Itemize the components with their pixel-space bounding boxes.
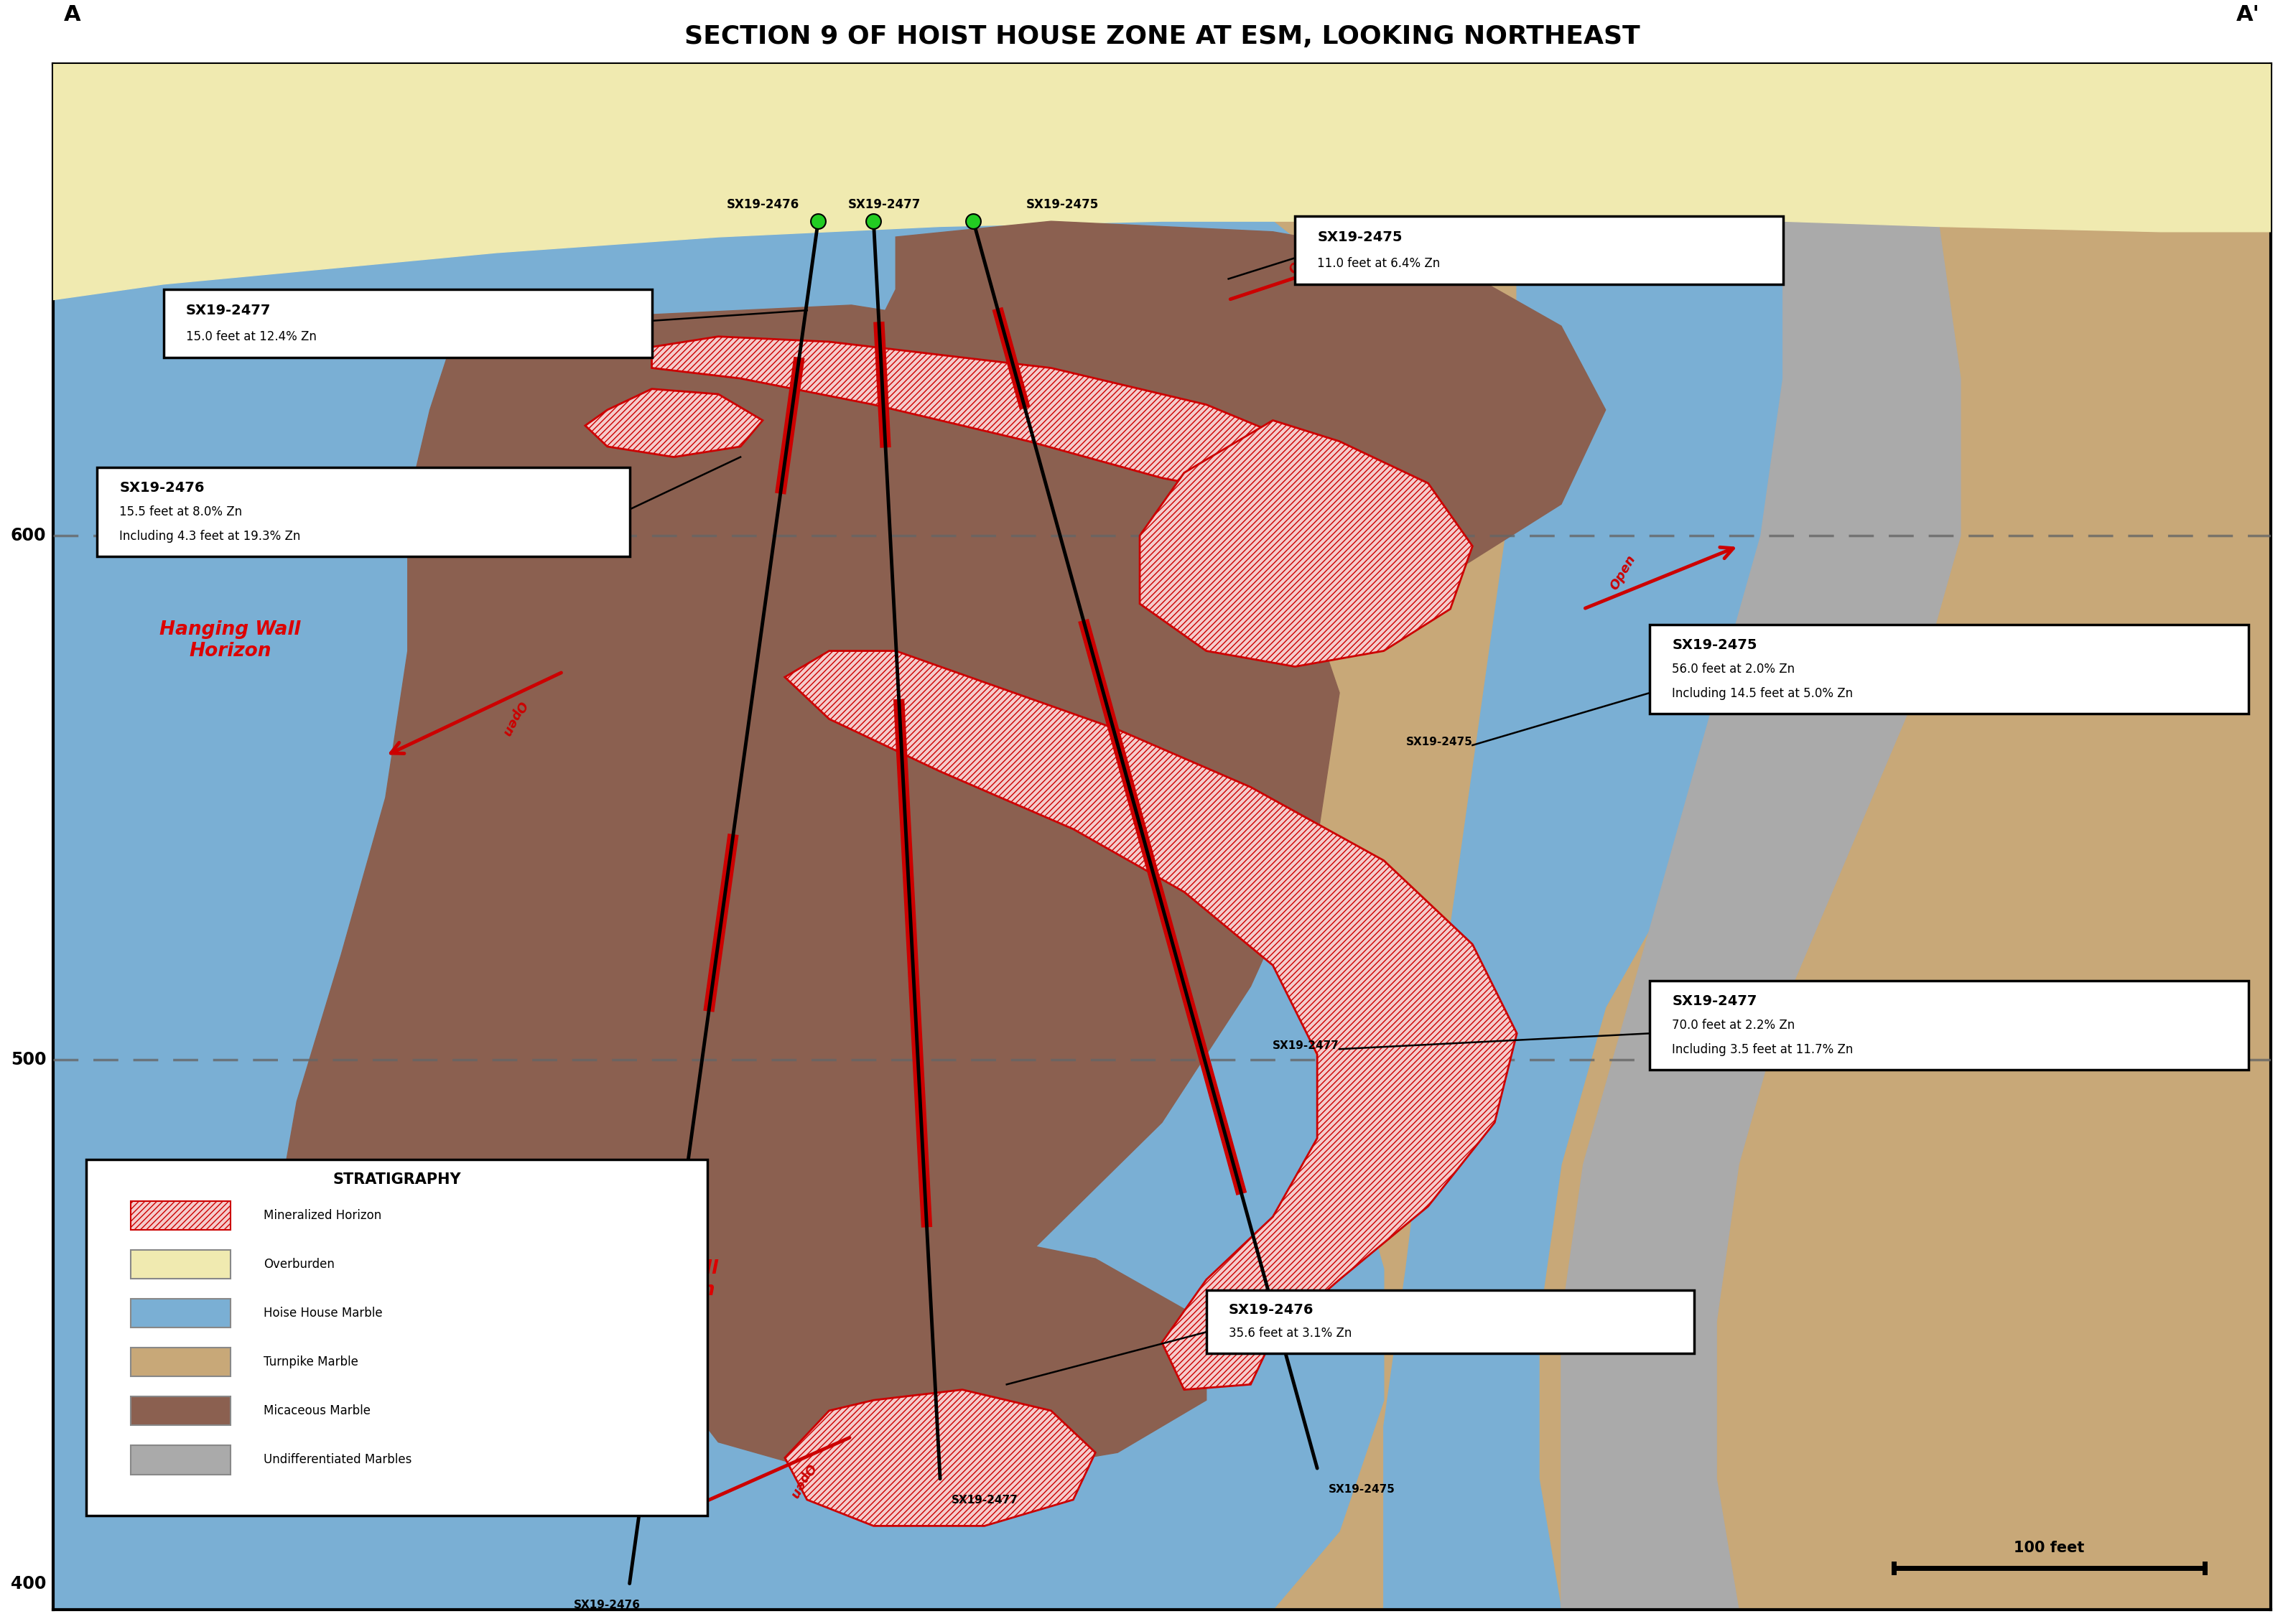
Polygon shape bbox=[1383, 63, 1826, 1609]
FancyBboxPatch shape bbox=[1651, 625, 2249, 715]
Text: SX19-2475: SX19-2475 bbox=[1406, 737, 1473, 747]
FancyBboxPatch shape bbox=[130, 1348, 231, 1377]
Text: SX19-2475: SX19-2475 bbox=[1671, 638, 1758, 651]
Text: SX19-2477: SX19-2477 bbox=[185, 304, 272, 317]
Text: Footwall
Horizon: Footwall Horizon bbox=[630, 1260, 719, 1299]
Polygon shape bbox=[829, 221, 1605, 672]
Text: A': A' bbox=[2237, 5, 2260, 26]
Text: SX19-2476: SX19-2476 bbox=[119, 481, 205, 494]
Text: 11.0 feet at 6.4% Zn: 11.0 feet at 6.4% Zn bbox=[1317, 257, 1441, 270]
Text: Hanging Wall
Horizon: Hanging Wall Horizon bbox=[160, 620, 301, 661]
Text: 35.6 feet at 3.1% Zn: 35.6 feet at 3.1% Zn bbox=[1228, 1327, 1352, 1340]
Text: Open: Open bbox=[1288, 237, 1320, 276]
FancyBboxPatch shape bbox=[164, 289, 651, 357]
Text: SX19-2476: SX19-2476 bbox=[573, 1600, 642, 1609]
Text: 70.0 feet at 2.2% Zn: 70.0 feet at 2.2% Zn bbox=[1671, 1020, 1794, 1031]
Polygon shape bbox=[1562, 63, 1961, 1609]
Polygon shape bbox=[785, 651, 1516, 1390]
Polygon shape bbox=[584, 388, 763, 456]
FancyBboxPatch shape bbox=[130, 1250, 231, 1278]
Text: A: A bbox=[64, 5, 80, 26]
Text: SX19-2476: SX19-2476 bbox=[1228, 1302, 1313, 1317]
Polygon shape bbox=[274, 305, 1340, 1416]
Text: SX19-2475: SX19-2475 bbox=[1329, 1484, 1395, 1494]
Text: Mineralized Horizon: Mineralized Horizon bbox=[263, 1208, 381, 1221]
Text: Open: Open bbox=[500, 698, 527, 739]
Text: 56.0 feet at 2.0% Zn: 56.0 feet at 2.0% Zn bbox=[1671, 663, 1794, 676]
Text: SX19-2476: SX19-2476 bbox=[726, 198, 799, 211]
FancyBboxPatch shape bbox=[130, 1202, 231, 1229]
FancyBboxPatch shape bbox=[98, 468, 630, 557]
Text: 600: 600 bbox=[11, 528, 46, 544]
Text: 15.0 feet at 12.4% Zn: 15.0 feet at 12.4% Zn bbox=[185, 330, 317, 343]
FancyBboxPatch shape bbox=[1294, 216, 1783, 284]
Text: Undifferentiated Marbles: Undifferentiated Marbles bbox=[263, 1453, 411, 1466]
Text: Including 14.5 feet at 5.0% Zn: Including 14.5 feet at 5.0% Zn bbox=[1671, 687, 1854, 700]
Text: Including 4.3 feet at 19.3% Zn: Including 4.3 feet at 19.3% Zn bbox=[119, 529, 301, 542]
Text: SX19-2477: SX19-2477 bbox=[1671, 994, 1758, 1009]
Text: SX19-2475: SX19-2475 bbox=[1025, 198, 1098, 211]
Text: 500: 500 bbox=[11, 1051, 46, 1069]
Polygon shape bbox=[53, 63, 2272, 300]
Text: Including 3.5 feet at 11.7% Zn: Including 3.5 feet at 11.7% Zn bbox=[1671, 1044, 1854, 1057]
FancyBboxPatch shape bbox=[1651, 981, 2249, 1070]
Text: SX19-2477: SX19-2477 bbox=[952, 1494, 1018, 1505]
Polygon shape bbox=[785, 1390, 1096, 1527]
FancyBboxPatch shape bbox=[130, 1397, 231, 1426]
Text: 100 feet: 100 feet bbox=[2014, 1541, 2084, 1554]
Polygon shape bbox=[651, 336, 1317, 499]
Polygon shape bbox=[673, 1228, 1205, 1479]
Text: Open: Open bbox=[1607, 552, 1637, 593]
Text: Open: Open bbox=[788, 1462, 817, 1501]
Title: SECTION 9 OF HOIST HOUSE ZONE AT ESM, LOOKING NORTHEAST: SECTION 9 OF HOIST HOUSE ZONE AT ESM, LO… bbox=[685, 24, 1639, 49]
FancyBboxPatch shape bbox=[130, 1299, 231, 1328]
Text: 15.5 feet at 8.0% Zn: 15.5 feet at 8.0% Zn bbox=[119, 505, 242, 518]
FancyBboxPatch shape bbox=[130, 1445, 231, 1475]
Text: SX19-2475: SX19-2475 bbox=[1317, 231, 1402, 244]
Polygon shape bbox=[1139, 421, 1473, 666]
FancyBboxPatch shape bbox=[1205, 1289, 1694, 1353]
Text: STRATIGRAPHY: STRATIGRAPHY bbox=[333, 1173, 461, 1187]
FancyBboxPatch shape bbox=[87, 1160, 708, 1515]
Text: Turnpike Marble: Turnpike Marble bbox=[263, 1356, 358, 1369]
Text: Micaceous Marble: Micaceous Marble bbox=[263, 1405, 370, 1418]
Text: SX19-2477: SX19-2477 bbox=[849, 198, 920, 211]
Text: Hoise House Marble: Hoise House Marble bbox=[263, 1307, 384, 1319]
Text: 400: 400 bbox=[11, 1575, 46, 1592]
Text: Overburden: Overburden bbox=[263, 1257, 336, 1270]
Polygon shape bbox=[53, 63, 1383, 1609]
Text: SX19-2477: SX19-2477 bbox=[1272, 1041, 1340, 1051]
